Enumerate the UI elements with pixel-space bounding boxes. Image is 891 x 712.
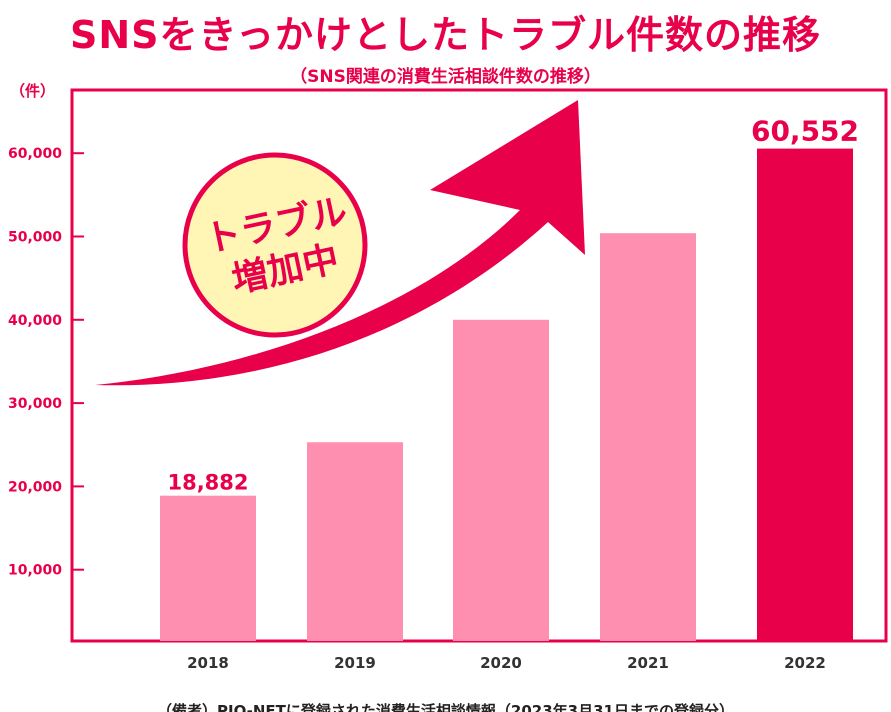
x-tick-label: 2022: [784, 654, 826, 672]
x-tick-label: 2019: [334, 654, 376, 672]
bar-2018: [160, 495, 256, 641]
data-label: 18,882: [167, 471, 248, 495]
bar-2022: [757, 148, 853, 641]
y-axis-label: （件）: [10, 82, 56, 100]
trend-arrow: [95, 100, 585, 386]
y-tick-label: 10,000: [8, 563, 62, 579]
chart-subtitle: （SNS関連の消費生活相談件数の推移）: [290, 67, 601, 87]
x-tick-label: 2020: [480, 654, 522, 672]
source-note: （備考）PIO-NETに登録された消費生活相談情報（2023年3月31日までの登…: [157, 702, 734, 712]
chart-title: SNSをきっかけとしたトラブル件数の推移: [69, 13, 822, 57]
bar-2021: [600, 233, 696, 641]
y-tick-label: 40,000: [8, 313, 62, 329]
data-label: 60,552: [751, 115, 859, 148]
y-tick-label: 60,000: [8, 146, 62, 162]
y-tick-label: 30,000: [8, 396, 62, 412]
y-tick-label: 20,000: [8, 479, 62, 495]
y-tick-label: 50,000: [8, 230, 62, 246]
bar-2020: [453, 319, 549, 641]
x-tick-label: 2018: [187, 654, 229, 672]
bar-2019: [307, 442, 403, 641]
trouble-increasing-badge: トラブル 増加中: [182, 152, 368, 338]
x-tick-label: 2021: [627, 654, 669, 672]
